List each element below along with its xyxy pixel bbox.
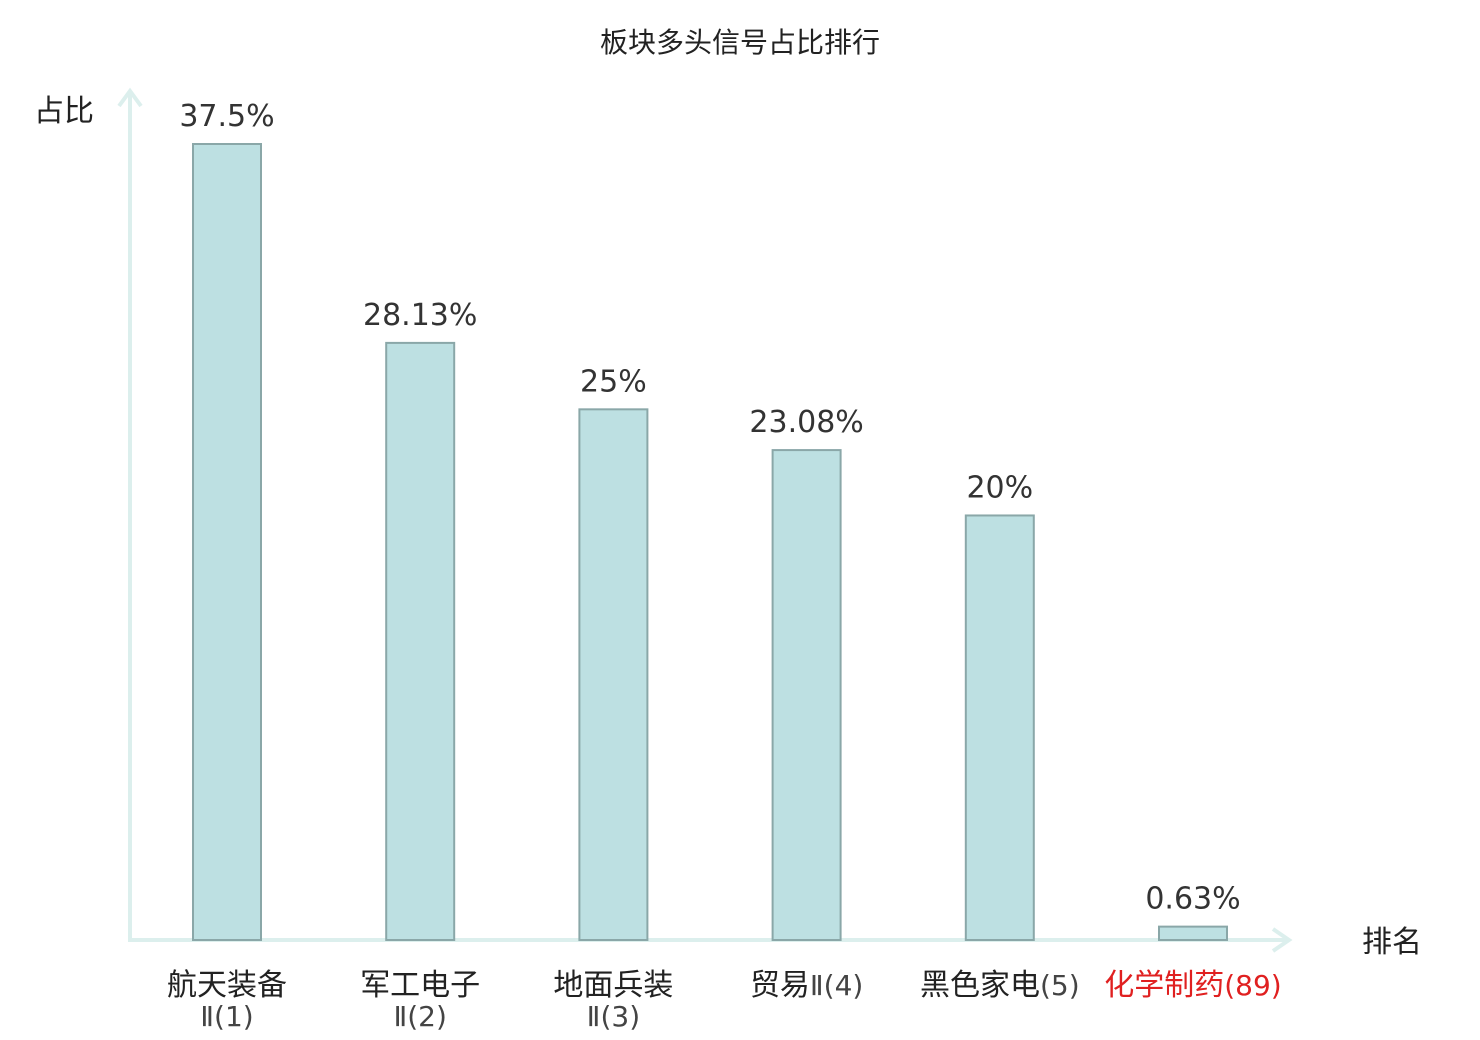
value-label-3: 25% xyxy=(580,364,647,399)
bar-4 xyxy=(771,449,842,941)
value-label-4: 23.08% xyxy=(749,405,863,440)
value-label-2: 28.13% xyxy=(363,298,477,333)
bar-3 xyxy=(578,408,649,942)
category-label-4: 贸易Ⅱ(4) xyxy=(750,968,863,1003)
category-label-6: 化学制药(89) xyxy=(1104,968,1281,1003)
bar-2 xyxy=(385,341,456,941)
category-suffix-3: Ⅱ(3) xyxy=(587,1000,640,1033)
category-label-5: 黑色家电(5) xyxy=(920,968,1080,1003)
value-label-5: 20% xyxy=(966,470,1033,505)
category-label-2: 军工电子 xyxy=(360,968,480,1003)
y-axis xyxy=(117,87,143,940)
value-labels-group: 37.5% 28.13% 25% 23.08% 20% 0.63% xyxy=(179,99,1240,917)
category-suffix-1: Ⅱ(1) xyxy=(200,1000,253,1033)
bar-1 xyxy=(192,143,262,941)
category-suffix-2: Ⅱ(2) xyxy=(393,1000,446,1033)
x-axis-label: 排名 xyxy=(1362,925,1422,960)
bar-5 xyxy=(964,514,1035,941)
bar-6 xyxy=(1158,925,1228,941)
chart-title: 板块多头信号占比排行 xyxy=(600,26,880,59)
category-label-1: 航天装备 xyxy=(167,968,287,1003)
x-axis xyxy=(128,927,1293,953)
category-label-3: 地面兵装 xyxy=(553,968,673,1003)
value-label-6: 0.63% xyxy=(1145,882,1240,917)
value-label-1: 37.5% xyxy=(179,99,274,134)
y-axis-label: 占比 xyxy=(34,94,94,129)
bars-group xyxy=(192,143,1228,942)
